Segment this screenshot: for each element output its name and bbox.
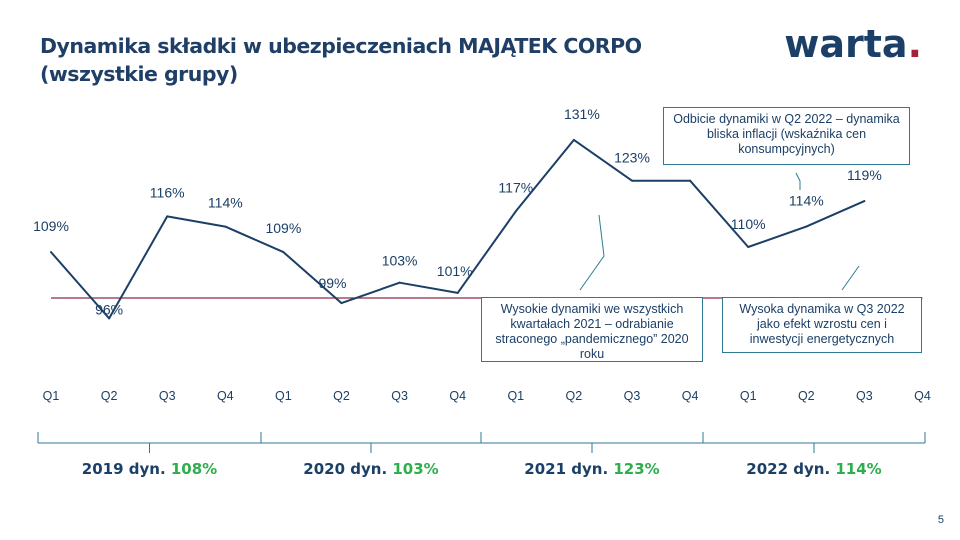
title-line-1: Dynamika składki w ubezpieczeniach MAJĄT… (40, 34, 642, 58)
x-tick-label: Q4 (449, 389, 466, 403)
x-tick-label: Q4 (217, 389, 234, 403)
title-line-2: (wszystkie grupy) (40, 62, 238, 86)
series-segment (747, 225, 808, 248)
year-summary-label: 2022 dyn. 114% (746, 460, 881, 478)
leader-line-q3-2022 (841, 265, 860, 291)
series-segment (398, 281, 459, 294)
callout-2021: Wysokie dynamiki we wszystkich kwartałac… (481, 297, 703, 362)
series-segment (282, 251, 343, 305)
x-tick-label: Q2 (798, 389, 815, 403)
page-title: Dynamika składki w ubezpieczeniach MAJĄT… (40, 32, 740, 88)
data-label: 109% (33, 218, 69, 234)
year-summary-label: 2020 dyn. 103% (303, 460, 438, 478)
x-tick-label: Q1 (507, 389, 524, 403)
data-label: 110% (731, 216, 766, 232)
year-summary-year: 2020 dyn. (303, 460, 392, 478)
x-tick-label: Q2 (566, 389, 583, 403)
series-segment (805, 200, 866, 228)
callout-q2-2022: Odbicie dynamiki w Q2 2022 – dynamika bl… (663, 107, 910, 165)
year-summary-value: 114% (835, 460, 881, 478)
year-summary-year: 2019 dyn. (82, 460, 171, 478)
x-tick-label: Q3 (159, 389, 176, 403)
x-tick-label: Q4 (914, 389, 931, 403)
data-label: 101% (437, 263, 473, 279)
series-segment (456, 210, 517, 294)
x-tick-label: Q4 (682, 389, 699, 403)
page-number: 5 (937, 514, 944, 526)
x-tick-label: Q1 (43, 389, 60, 403)
data-label: 103% (382, 253, 418, 269)
data-label: 109% (265, 220, 301, 236)
year-summary-label: 2021 dyn. 123% (524, 460, 659, 478)
series-segment (340, 281, 401, 305)
series-segment (224, 225, 285, 254)
series-segment (166, 215, 227, 228)
series-segment (572, 138, 633, 182)
x-tick-label: Q3 (856, 389, 873, 403)
data-label: 114% (208, 195, 243, 211)
callout-q3-2022: Wysoka dynamika w Q3 2022 jako efekt wzr… (722, 297, 922, 353)
data-label: 131% (564, 106, 600, 122)
year-summary-year: 2021 dyn. (524, 460, 613, 478)
warta-logo: warta. (784, 22, 922, 66)
data-label: 99% (318, 275, 346, 291)
year-summary-value: 103% (392, 460, 438, 478)
year-summary-label: 2019 dyn. 108% (82, 460, 217, 478)
year-summary-value: 123% (613, 460, 659, 478)
x-tick-label: Q2 (333, 389, 350, 403)
data-label: 123% (614, 150, 650, 166)
data-label: 119% (847, 167, 882, 183)
leader-line-q2-2022 (795, 172, 801, 190)
year-summary-year: 2022 dyn. (746, 460, 835, 478)
data-label: 117% (498, 179, 533, 195)
x-tick-label: Q3 (391, 389, 408, 403)
x-tick-label: Q3 (624, 389, 641, 403)
logo-dot: . (907, 22, 922, 66)
series-segment (50, 251, 111, 320)
leader-line-2021 (579, 214, 605, 291)
x-tick-label: Q1 (275, 389, 292, 403)
data-label: 114% (789, 193, 824, 209)
x-tick-label: Q2 (101, 389, 118, 403)
series-segment (689, 179, 750, 248)
series-segment (108, 215, 169, 320)
data-label: 96% (95, 301, 123, 317)
year-summary-value: 108% (171, 460, 217, 478)
logo-text: warta (784, 22, 908, 66)
x-tick-label: Q1 (740, 389, 757, 403)
series-segment (514, 138, 575, 213)
data-label: 116% (150, 184, 185, 200)
